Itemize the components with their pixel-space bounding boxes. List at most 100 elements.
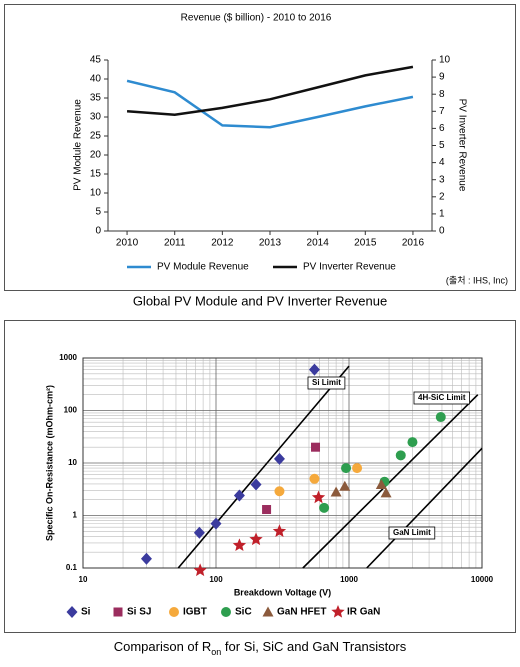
y-tick-label: 1000	[59, 353, 77, 362]
y-tick-label: 5	[95, 207, 101, 218]
legend-swatch	[221, 607, 231, 617]
limit-line	[366, 447, 483, 569]
y2-tick-label: 7	[439, 106, 445, 117]
y-tick-label: 100	[64, 406, 78, 415]
y-tick-label: 10	[68, 458, 77, 467]
x-tick-label: 10	[79, 575, 88, 584]
legend-label: IGBT	[183, 607, 207, 618]
series-line	[126, 79, 414, 129]
marker	[272, 524, 287, 537]
marker	[435, 412, 446, 423]
legend-label: SiC	[235, 607, 252, 618]
marker	[233, 489, 245, 502]
marker	[319, 502, 330, 513]
limit-label-box	[413, 391, 470, 405]
legend-swatch	[262, 606, 274, 617]
legend-label: IR GaN	[347, 607, 380, 618]
y-tick-label: 1	[73, 511, 78, 520]
y-tick-label: 0.1	[66, 563, 78, 572]
caption: Comparison of Ron for Si, SiC and GaN Tr…	[114, 639, 407, 657]
marker	[375, 478, 387, 489]
y-tick-label: 45	[90, 55, 102, 66]
marker	[250, 478, 262, 491]
x-tick-label: 2014	[307, 238, 330, 249]
y-tick-label: 40	[90, 74, 102, 85]
caption-part: for Si, SiC and GaN Transistors	[221, 639, 406, 654]
x-tick-label: 2012	[211, 238, 234, 249]
y2-tick-label: 6	[439, 123, 445, 134]
caption-part: Comparison of R	[114, 639, 212, 654]
marker	[274, 486, 285, 497]
limit-label-box	[307, 376, 346, 390]
marker	[140, 552, 152, 565]
legend-label: PV Module Revenue	[157, 262, 249, 273]
marker	[311, 442, 321, 452]
marker	[273, 452, 285, 465]
marker	[193, 563, 207, 577]
y-tick-label: 15	[90, 169, 102, 180]
x-tick-label: 2015	[354, 238, 377, 249]
x-tick-label: 1000	[340, 575, 358, 584]
x-tick-label: 100	[209, 575, 223, 584]
y2-tick-label: 9	[439, 72, 445, 83]
marker	[262, 505, 272, 515]
series-line	[126, 65, 414, 116]
marker	[311, 490, 326, 504]
marker	[193, 526, 205, 539]
y-tick-label: 20	[90, 150, 102, 161]
y2-tick-label: 5	[439, 140, 445, 151]
limit-line	[302, 394, 479, 569]
y2-tick-label: 1	[439, 209, 445, 220]
marker	[380, 487, 392, 498]
marker	[339, 480, 351, 491]
marker	[210, 517, 222, 530]
x-tick-label: 2016	[402, 238, 425, 249]
marker	[249, 532, 263, 546]
y2-tick-label: 10	[439, 55, 451, 66]
legend-label: Si	[81, 607, 91, 618]
x-tick-label: 10000	[471, 575, 494, 584]
limit-label: Si Limit	[312, 378, 341, 387]
marker	[341, 463, 352, 474]
legend-label: PV Inverter Revenue	[303, 262, 396, 273]
caption: Global PV Module and PV Inverter Revenue	[133, 293, 387, 308]
limit-line	[177, 365, 350, 569]
y-tick-label: 10	[90, 188, 102, 199]
panel-frame	[4, 4, 516, 291]
marker	[395, 450, 406, 461]
x-axis-label: Breakdown Voltage (V)	[234, 587, 331, 597]
y2-tick-label: 4	[439, 157, 445, 168]
y2-tick-label: 0	[439, 226, 445, 237]
legend-label: GaN HFET	[277, 607, 326, 618]
legend-label: Si SJ	[127, 607, 151, 618]
y-tick-label: 0	[95, 226, 101, 237]
marker	[330, 486, 342, 497]
y2-tick-label: 3	[439, 174, 445, 185]
marker	[232, 538, 247, 552]
legend-swatch	[169, 607, 179, 617]
x-tick-label: 2013	[259, 238, 282, 249]
limit-label-box	[388, 526, 436, 540]
plot-frame	[82, 357, 483, 569]
marker	[407, 437, 418, 448]
marker	[309, 473, 320, 484]
marker	[308, 363, 320, 376]
y-tick-label: 30	[90, 112, 102, 123]
y-tick-label: 35	[90, 93, 102, 104]
chart-title: Revenue ($ billion) - 2010 to 2016	[181, 13, 332, 24]
y2-tick-label: 2	[439, 191, 445, 202]
panel-frame	[4, 320, 516, 633]
caption-part: on	[211, 647, 221, 657]
y-axis-label: Specific On-Resistance (mOhm-cm²)	[44, 385, 54, 541]
y-tick-label: 25	[90, 131, 102, 142]
legend-swatch	[66, 606, 78, 618]
y2-tick-label: 8	[439, 89, 445, 100]
x-tick-label: 2010	[116, 238, 139, 249]
limit-label: 4H-SiC Limit	[418, 393, 466, 402]
y2-axis-label: PV Inverter Revenue	[456, 99, 467, 192]
legend-swatch	[113, 607, 123, 617]
marker	[352, 463, 363, 474]
legend-swatch	[331, 605, 345, 618]
